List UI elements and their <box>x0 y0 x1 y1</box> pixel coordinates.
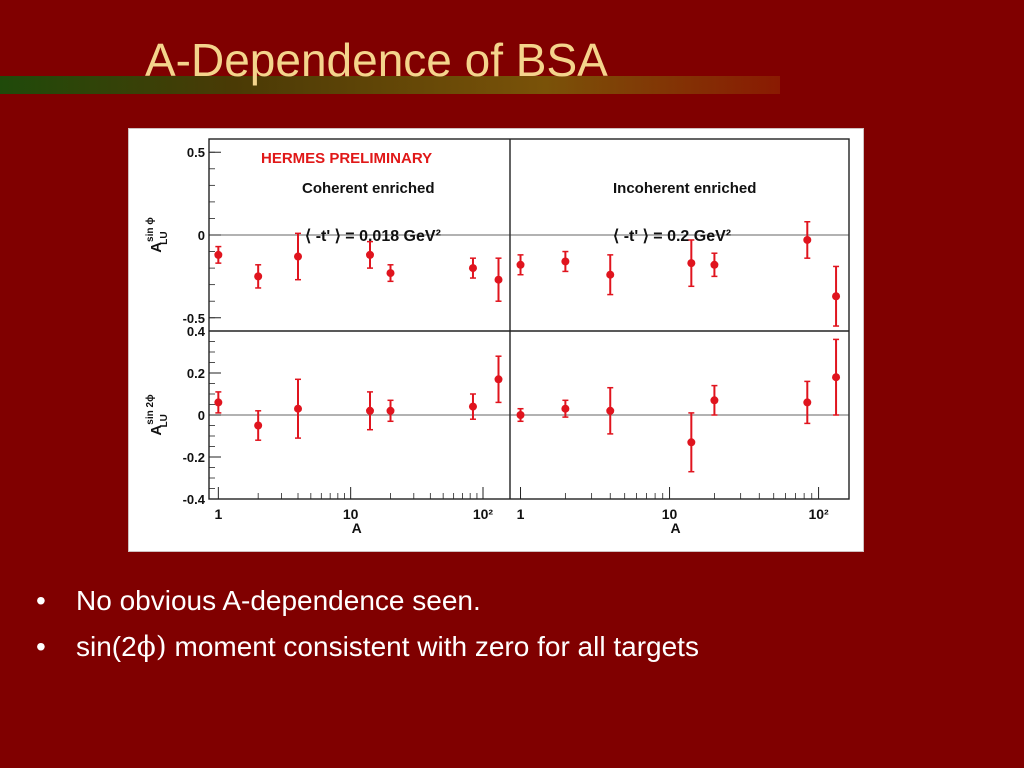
data-point <box>516 411 525 419</box>
y-axis-label: Asin 2ϕ LU <box>145 394 170 436</box>
bullet-text: No obvious A-dependence seen. <box>76 585 481 616</box>
data-point <box>803 235 812 244</box>
data-point <box>832 292 841 301</box>
y-axis-label-text: Asin ϕ LU <box>145 217 170 253</box>
bullet-item: • No obvious A-dependence seen. <box>36 580 699 626</box>
y-tick-label: 0 <box>198 228 205 243</box>
data-point <box>294 252 303 261</box>
x-tick-label: 10 <box>343 506 359 522</box>
x-tick-label: 10 <box>662 506 678 522</box>
data-point <box>468 264 477 273</box>
data-point <box>832 373 841 382</box>
data-point <box>687 438 696 447</box>
bullet-text: sin(2 <box>76 631 137 662</box>
hermes-banner: HERMES PRELIMINARY <box>261 150 432 167</box>
data-point <box>294 404 303 413</box>
x-axis-label: A <box>670 520 680 536</box>
data-point <box>561 404 570 413</box>
plot-frame <box>208 138 850 500</box>
y-label-subscript: LU <box>159 231 170 244</box>
x-tick-label: 10² <box>808 506 829 522</box>
data-point <box>516 260 525 269</box>
y-tick-label: -0.4 <box>183 492 206 507</box>
chart-figure: 0.5 0 -0.5 0.4 0.2 0 -0.2 -0.4 1 10 10² A 1 10 10² A Asi… <box>128 128 864 552</box>
y-label-main: A <box>148 425 165 436</box>
title-underline-bar <box>0 76 780 94</box>
y-tick-label: 0 <box>198 408 205 423</box>
data-point <box>468 402 477 411</box>
bullet-text-tail: moment consistent with zero for all targ… <box>166 631 699 662</box>
data-point <box>386 406 395 415</box>
data-point <box>710 260 719 269</box>
y-axis-label: Asin ϕ LU <box>145 217 170 253</box>
y-tick-label: 0.4 <box>187 324 206 339</box>
data-point <box>254 272 263 281</box>
y-label-subscript: LU <box>159 414 170 427</box>
y-tick-label: 0.5 <box>187 145 205 160</box>
data-point <box>606 270 615 279</box>
data-point <box>366 250 375 259</box>
y-tick-label: 0.2 <box>187 366 205 381</box>
data-point <box>803 398 812 407</box>
column-title: Incoherent enriched <box>613 180 756 197</box>
column-title: Coherent enriched <box>302 180 435 197</box>
bullet-marker: • <box>36 585 46 616</box>
bullet-item: • sin(2ϕ) moment consistent with zero for… <box>36 626 699 672</box>
bullet-list: • No obvious A-dependence seen. • sin(2ϕ) … <box>36 580 699 672</box>
t-value-label: ⟨ -t' ⟩ = 0.2 GeV² <box>613 228 731 245</box>
slide-title: A-Dependence of BSA <box>145 34 608 86</box>
data-point <box>366 406 375 415</box>
t-value-label: ⟨ -t' ⟩ = 0.018 GeV² <box>305 228 441 245</box>
x-tick-label: 1 <box>214 506 222 522</box>
x-axis-label: A <box>352 520 362 536</box>
data-point <box>561 257 570 266</box>
data-point <box>494 275 503 284</box>
data-point <box>254 421 263 430</box>
data-point <box>386 269 395 278</box>
data-point <box>687 259 696 268</box>
y-tick-label: -0.5 <box>183 311 205 326</box>
y-tick-label: -0.2 <box>183 450 205 465</box>
x-tick-label: 1 <box>517 506 525 522</box>
y-axis-label-text: Asin 2ϕ LU <box>145 394 170 436</box>
phi-symbol: ϕ) <box>136 630 167 663</box>
data-point <box>214 250 223 259</box>
data-point <box>494 375 503 384</box>
y-label-superscript: sin ϕ <box>145 217 156 242</box>
y-label-main: A <box>148 242 165 253</box>
x-tick-label: 10² <box>473 506 494 522</box>
bullet-marker: • <box>36 631 46 662</box>
data-point <box>710 396 719 405</box>
data-point <box>214 398 223 407</box>
y-label-superscript: sin 2ϕ <box>145 394 156 425</box>
data-point <box>606 406 615 415</box>
